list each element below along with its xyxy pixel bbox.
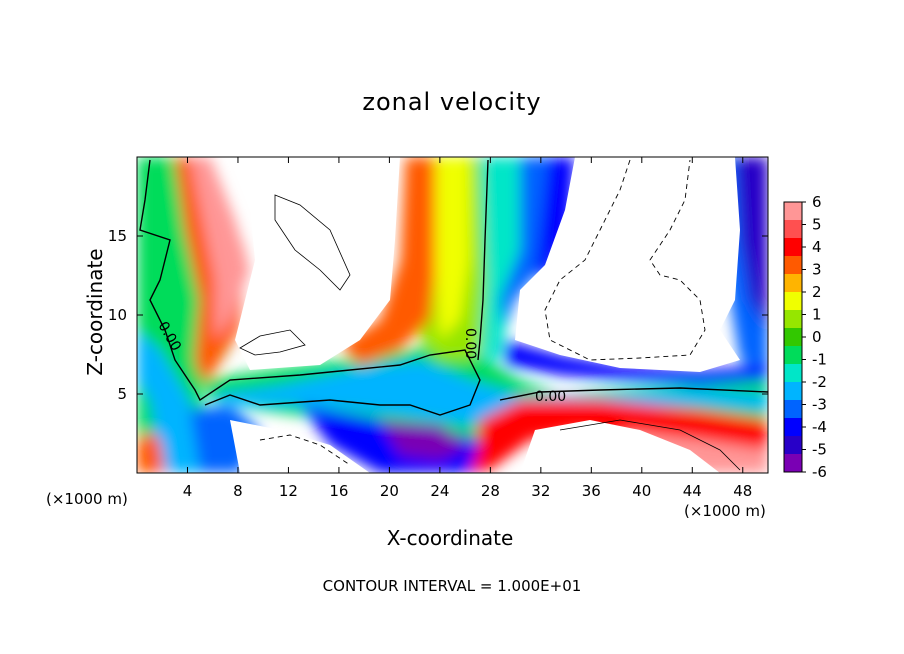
x-tick-label: 24 bbox=[430, 482, 449, 500]
colorbar-swatch bbox=[784, 364, 802, 383]
colorbar-swatch bbox=[784, 238, 802, 257]
x-tick-label: 8 bbox=[233, 482, 243, 500]
y-tick-label: 15 bbox=[108, 227, 127, 245]
colorbar-swatch bbox=[784, 220, 802, 239]
colorbar-swatch bbox=[784, 454, 802, 473]
colorbar: 6 5 4 3 2 1 0 -1 -2 -3 -4 -5 -6 bbox=[783, 193, 827, 481]
x-tick-label: 40 bbox=[632, 482, 651, 500]
x-tick-label: 20 bbox=[380, 482, 399, 500]
x-tick-label: 4 bbox=[183, 482, 193, 500]
x-tick-label: 28 bbox=[481, 482, 500, 500]
x-axis-label: X-coordinate bbox=[386, 526, 514, 550]
velocity-field: 0.00 0.00 0.00 bbox=[137, 157, 768, 473]
colorbar-label: 2 bbox=[812, 283, 822, 301]
x-tick-label: 32 bbox=[531, 482, 550, 500]
y-ticks: 5 10 15 bbox=[108, 227, 768, 403]
colorbar-label: 0 bbox=[812, 328, 822, 346]
x-unit-right: (×1000 m) bbox=[684, 502, 766, 520]
contour-label: 0.00 bbox=[462, 328, 478, 359]
colorbar-label: -5 bbox=[812, 441, 827, 459]
colorbar-label: -6 bbox=[812, 463, 827, 481]
colorbar-swatch bbox=[784, 418, 802, 437]
colorbar-label: 4 bbox=[812, 238, 822, 256]
colorbar-swatch bbox=[784, 274, 802, 293]
colorbar-swatch bbox=[784, 436, 802, 455]
x-tick-label: 48 bbox=[733, 482, 752, 500]
colorbar-label: -1 bbox=[812, 351, 827, 369]
colorbar-swatch bbox=[784, 346, 802, 365]
x-unit-left: (×1000 m) bbox=[46, 490, 128, 508]
colorbar-swatch bbox=[784, 382, 802, 401]
chart-title: zonal velocity bbox=[362, 88, 542, 116]
colorbar-swatch bbox=[784, 328, 802, 347]
colorbar-label: 1 bbox=[812, 306, 822, 324]
colorbar-swatch bbox=[784, 292, 802, 311]
colorbar-label: 6 bbox=[812, 193, 822, 211]
colorbar-label: 3 bbox=[812, 261, 822, 279]
x-tick-label: 16 bbox=[329, 482, 348, 500]
colorbar-swatch bbox=[784, 400, 802, 419]
colorbar-label: -3 bbox=[812, 396, 827, 414]
colorbar-label: 5 bbox=[812, 216, 822, 234]
y-tick-label: 5 bbox=[117, 385, 127, 403]
x-tick-label: 36 bbox=[582, 482, 601, 500]
x-tick-label: 44 bbox=[683, 482, 702, 500]
colorbar-swatch bbox=[784, 202, 802, 221]
colorbar-label: -4 bbox=[812, 418, 827, 436]
x-tick-label: 12 bbox=[279, 482, 298, 500]
colorbar-swatch bbox=[784, 256, 802, 275]
contour-interval-note: CONTOUR INTERVAL = 1.000E+01 bbox=[322, 577, 582, 595]
contour-label: 0.00 bbox=[535, 389, 566, 405]
y-tick-label: 10 bbox=[108, 306, 127, 324]
colorbar-label: -2 bbox=[812, 373, 827, 391]
colorbar-swatch bbox=[784, 310, 802, 329]
x-ticks: 4 8 12 16 20 24 28 32 36 40 44 48 bbox=[183, 157, 752, 500]
